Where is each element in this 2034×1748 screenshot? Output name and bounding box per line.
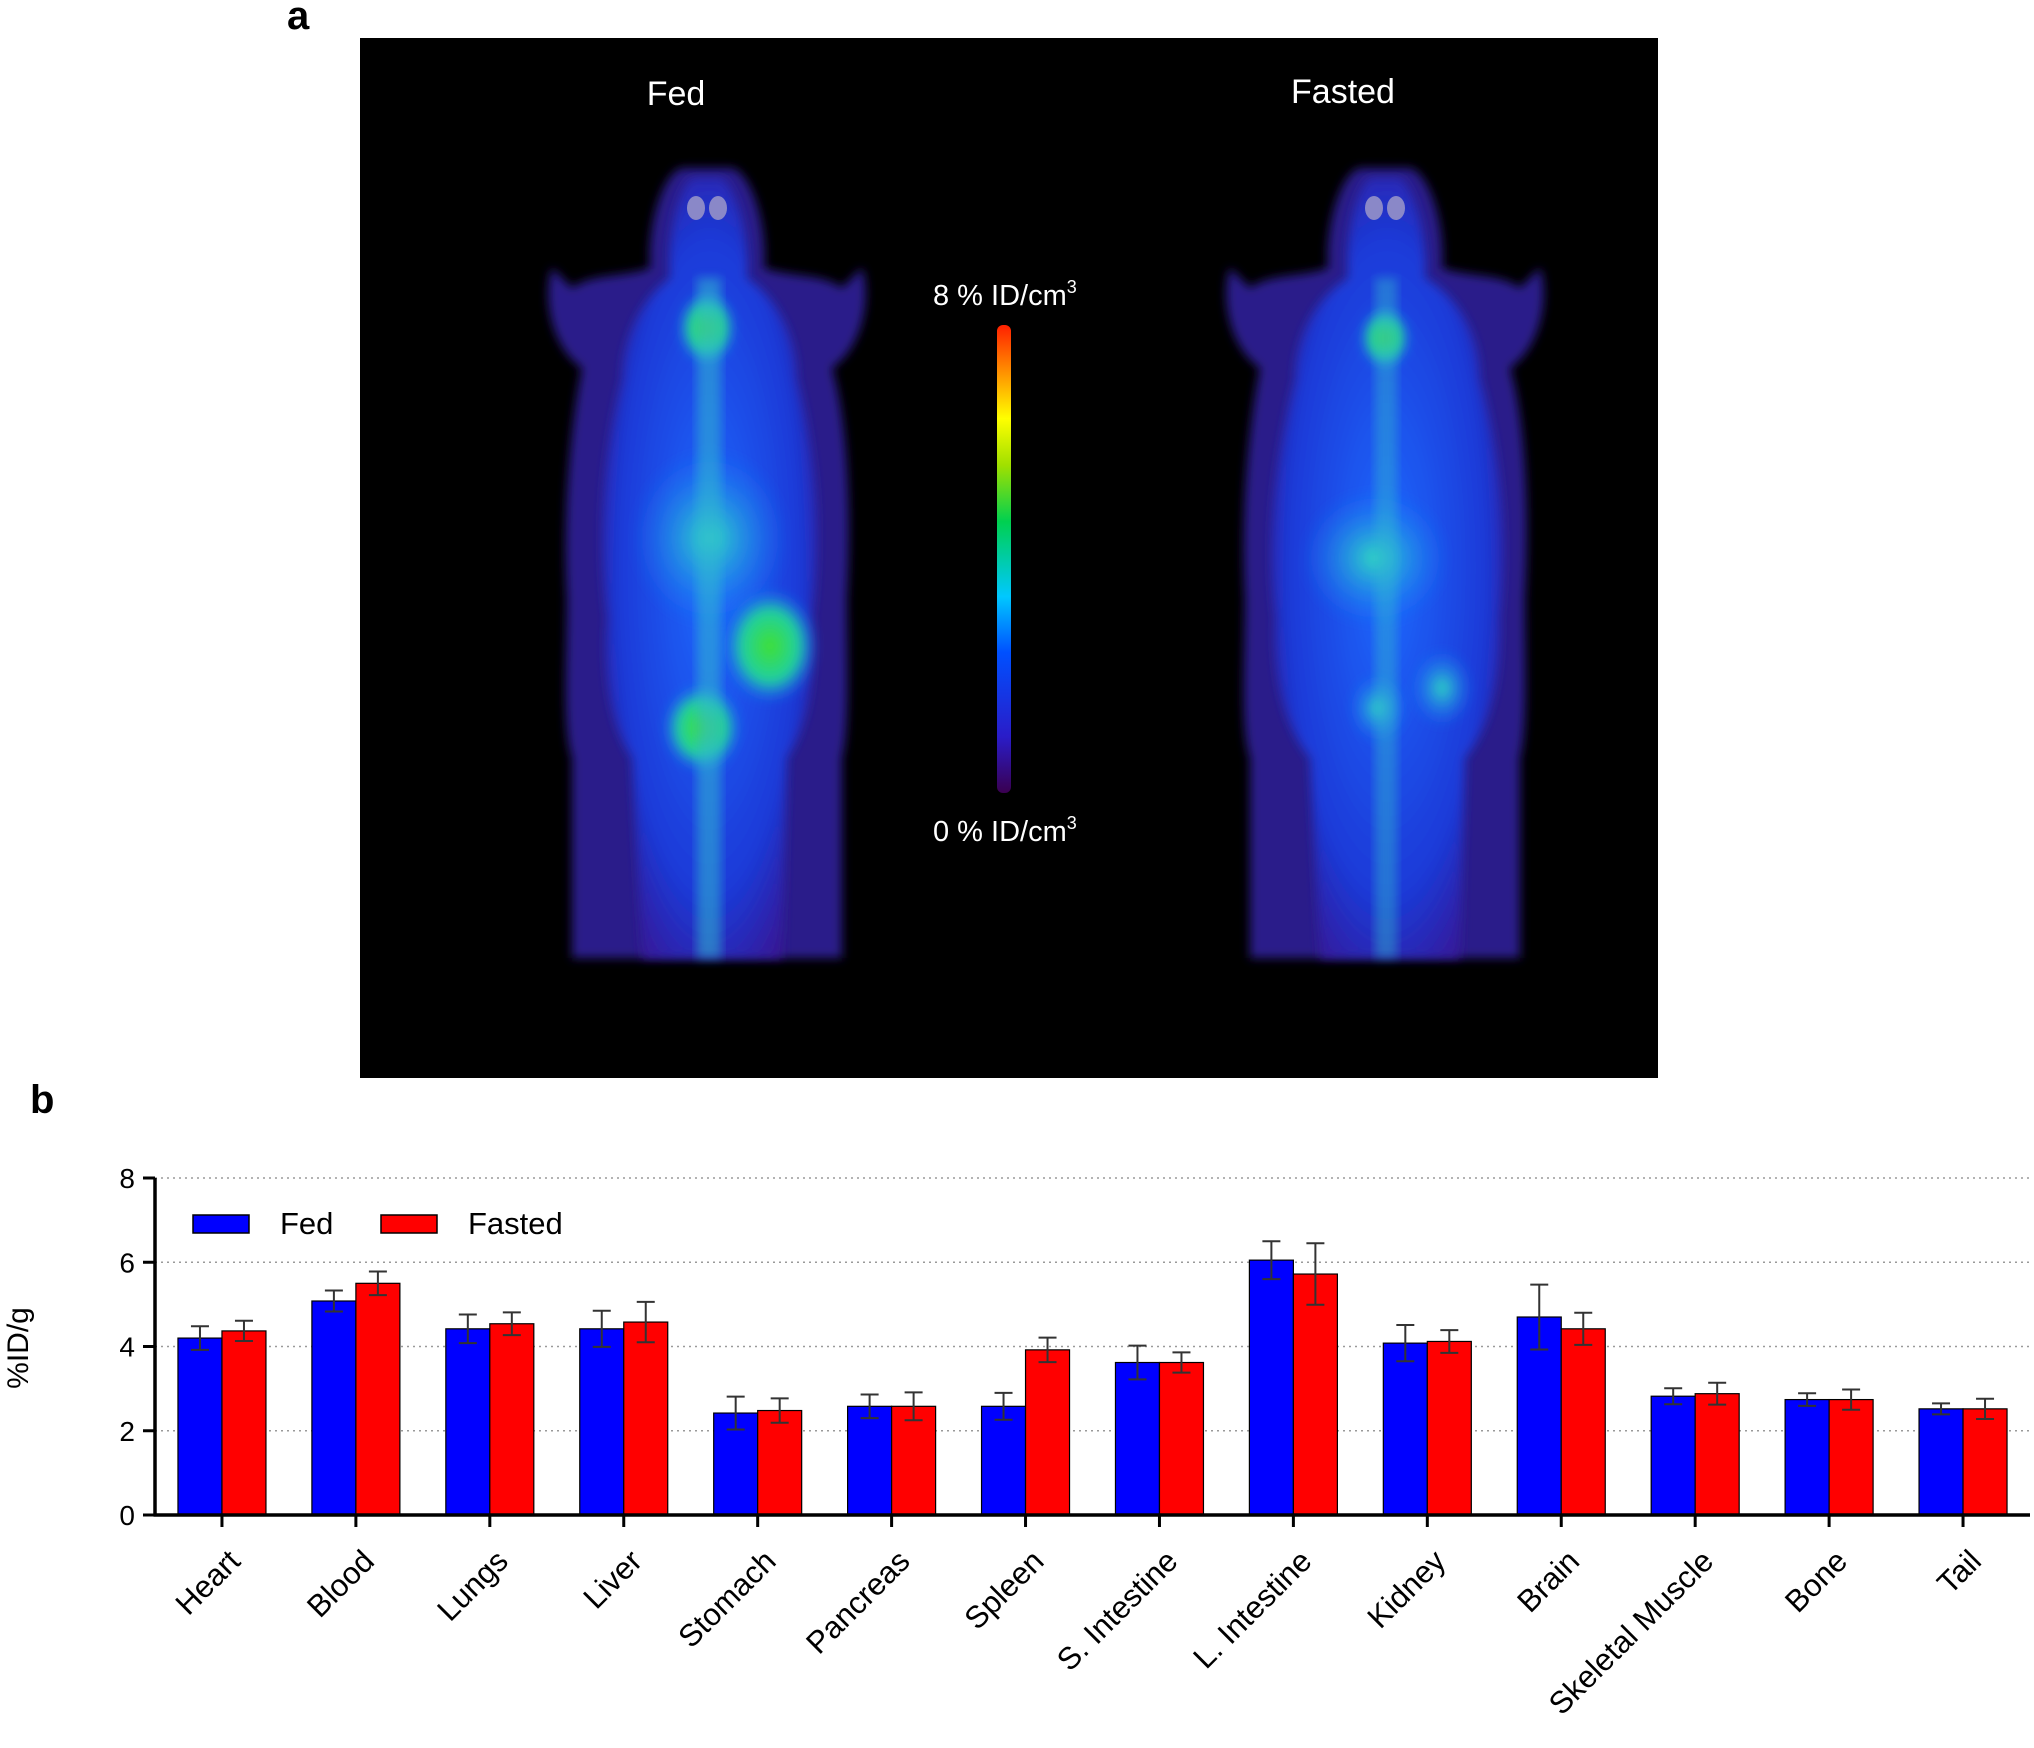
- bar-fasted-pancreas: [891, 1405, 937, 1516]
- bar-fasted-tail: [1962, 1408, 2008, 1516]
- axes: 0 2 4 6 8 Heart Blood Lungs Liver Stomach Pancreas…: [119, 1163, 2030, 1721]
- y-tick-label: 2: [119, 1416, 135, 1447]
- legend-swatch-fasted: [380, 1214, 438, 1234]
- bar-fasted-kidney: [1426, 1340, 1472, 1516]
- panel-a-label: a: [287, 0, 310, 38]
- bar-fasted-liver: [623, 1321, 669, 1516]
- x-tick-label: Kidney: [1360, 1543, 1452, 1635]
- x-tick-label: S. Intestine: [1050, 1543, 1184, 1677]
- bar-fasted-heart: [221, 1330, 267, 1516]
- x-tick-label: Heart: [169, 1543, 248, 1622]
- bar-fasted-blood: [355, 1282, 401, 1516]
- y-tick-label: 8: [119, 1163, 135, 1194]
- bar-fed-kidney: [1382, 1342, 1428, 1516]
- bar-fasted-stomach: [757, 1409, 803, 1516]
- x-tick-label: Lungs: [430, 1543, 514, 1627]
- pet-image-panel: Fed Fasted 8 % ID/cm3 0 % ID/cm3: [360, 38, 1658, 1078]
- bar-fed-pancreas: [847, 1405, 893, 1516]
- legend-label-fed: Fed: [280, 1206, 333, 1241]
- bar-fed-bone: [1784, 1398, 1830, 1516]
- bar-fed-heart: [177, 1337, 223, 1516]
- bar-fed-tail: [1918, 1408, 1964, 1516]
- x-tick-label: Spleen: [957, 1543, 1050, 1636]
- bar-fed-s-intestine: [1114, 1361, 1161, 1516]
- y-tick-label: 6: [119, 1247, 135, 1278]
- x-tick-label: Tail: [1930, 1543, 1988, 1601]
- x-tick-label: Liver: [576, 1543, 648, 1615]
- y-tick-label: 0: [119, 1500, 135, 1531]
- legend-label-fasted: Fasted: [468, 1206, 563, 1241]
- x-tick-label: Stomach: [671, 1543, 782, 1654]
- bar-fasted-spleen: [1024, 1349, 1071, 1516]
- x-tick-label: Bone: [1778, 1543, 1854, 1619]
- x-tick-label: L. Intestine: [1186, 1543, 1318, 1675]
- fed-image-title: Fed: [647, 75, 706, 113]
- legend-swatch-fed: [192, 1214, 250, 1234]
- fasted-image-title: Fasted: [1291, 73, 1395, 111]
- x-tick-label: Blood: [300, 1543, 381, 1624]
- colorbar-min-label: 0 % ID/cm3: [933, 813, 1077, 848]
- bar-fasted-s-intestine: [1158, 1361, 1205, 1516]
- fasted-mouse-image: [1226, 168, 1544, 958]
- bar-fasted-skeletal-muscle: [1694, 1393, 1740, 1516]
- colorbar: [997, 325, 1011, 793]
- legend: Fed Fasted: [192, 1206, 563, 1241]
- bar-fed-spleen: [980, 1405, 1027, 1516]
- colorbar-max-label: 8 % ID/cm3: [933, 277, 1077, 312]
- bar-fasted-bone: [1828, 1398, 1874, 1516]
- x-tick-label: Brain: [1510, 1543, 1586, 1619]
- bar-fed-liver: [579, 1328, 625, 1516]
- bar-group: [177, 1240, 2008, 1516]
- bar-fasted-lungs: [489, 1323, 535, 1516]
- bar-fasted-brain: [1560, 1328, 1606, 1516]
- x-tick-label: Pancreas: [799, 1543, 916, 1660]
- biodistribution-bar-chart: 0 2 4 6 8 Heart Blood Lungs Liver Stomach Pancreas…: [2, 1163, 2030, 1721]
- panel-b-label: b: [30, 1078, 55, 1122]
- bar-fasted-l-intestine: [1292, 1273, 1338, 1516]
- bar-fed-lungs: [445, 1328, 491, 1516]
- y-axis-label: %ID/g: [2, 1307, 35, 1389]
- bar-fed-skeletal-muscle: [1650, 1395, 1696, 1516]
- bar-fed-l-intestine: [1248, 1259, 1294, 1516]
- y-tick-label: 4: [119, 1332, 135, 1363]
- fed-mouse-image: [548, 168, 866, 958]
- bar-fed-blood: [311, 1300, 357, 1516]
